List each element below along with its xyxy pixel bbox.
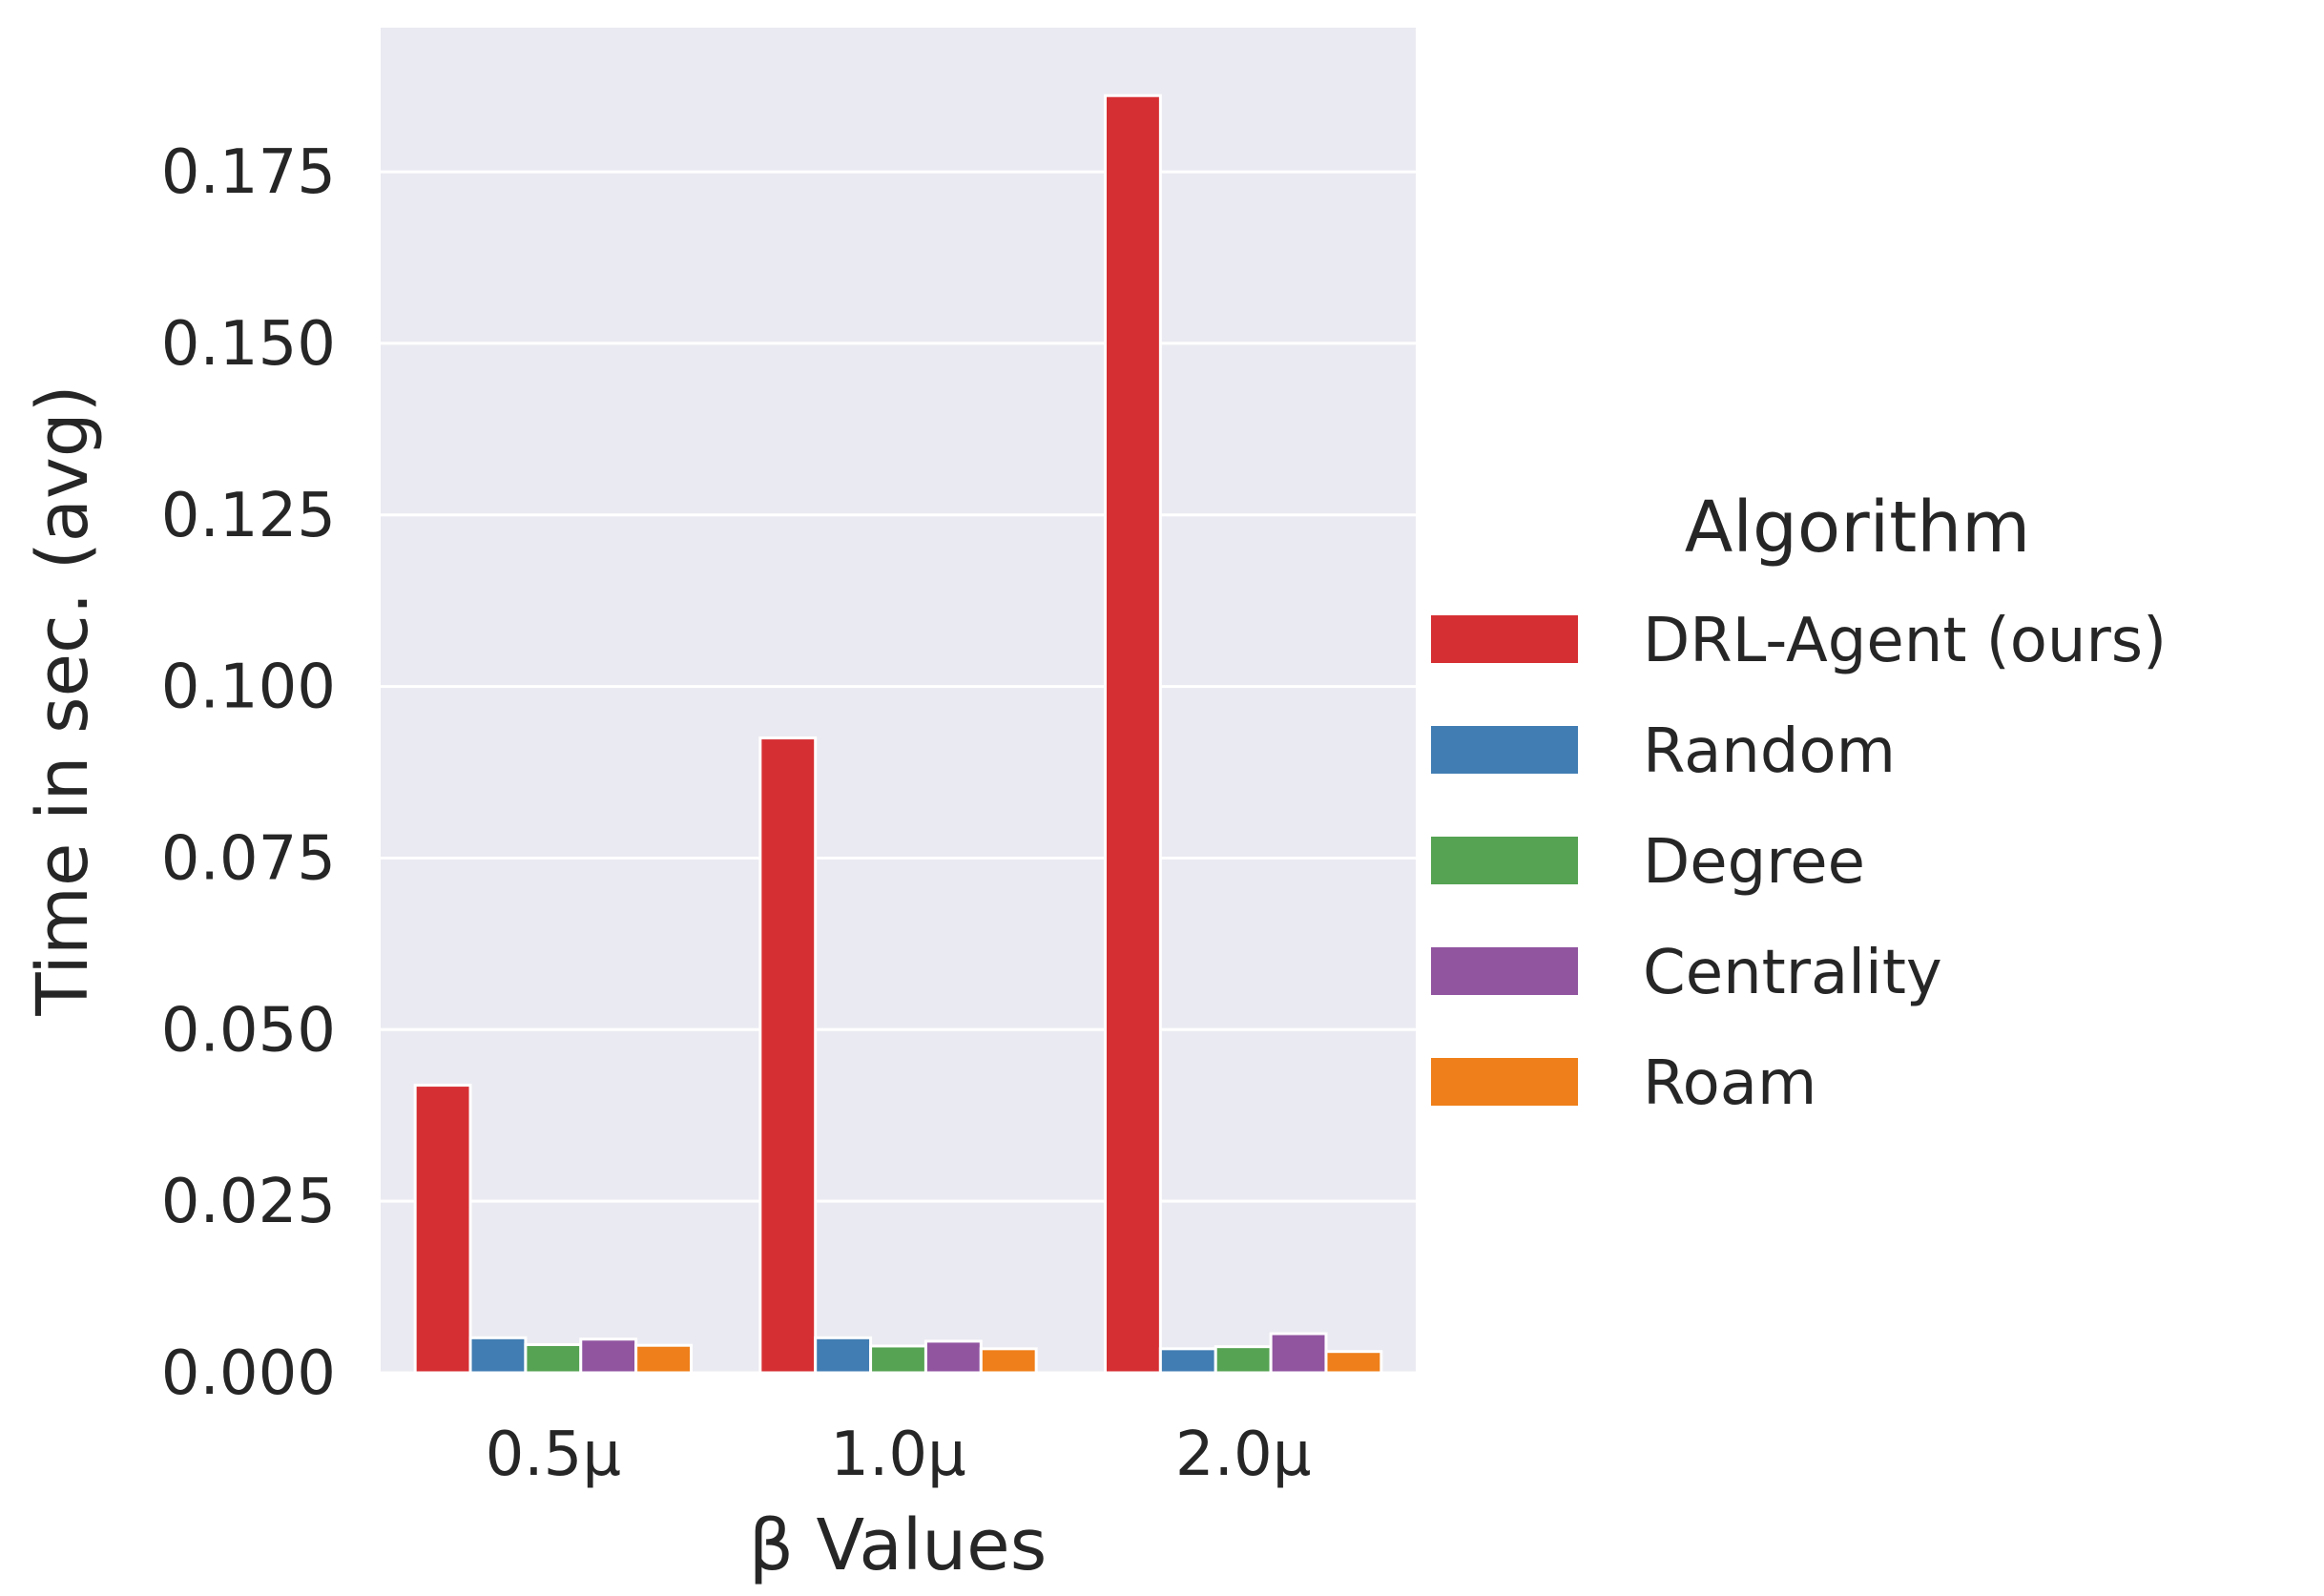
bar [524, 1343, 583, 1375]
y-tick-labels: 0.000 0.025 0.050 0.075 0.100 0.125 0.150 0.175 [161, 137, 336, 1409]
y-tick-label: 0.050 [161, 995, 336, 1066]
legend-title: Algorithm [1685, 487, 2030, 569]
y-axis-title: Time in sec. (avg) [22, 384, 104, 1016]
y-tick-label: 0.000 [161, 1338, 336, 1409]
x-tick-label: 0.5μ [486, 1420, 622, 1490]
grid-lines [381, 170, 1416, 1375]
bar [979, 1347, 1038, 1375]
bars [413, 93, 1383, 1375]
legend-label: Centrality [1643, 938, 1942, 1008]
y-tick-label: 0.075 [161, 823, 336, 894]
x-tick-label: 1.0μ [830, 1420, 966, 1490]
bar [1269, 1332, 1328, 1375]
bar [758, 736, 818, 1375]
legend-label: Degree [1643, 827, 1865, 898]
bar [1214, 1345, 1273, 1375]
bar [869, 1344, 927, 1375]
legend-swatch [1431, 837, 1578, 884]
y-tick-label: 0.100 [161, 653, 336, 723]
x-tick-labels: 0.5μ 1.0μ 2.0μ [486, 1420, 1312, 1490]
legend-label: Random [1643, 716, 1896, 787]
legend-label: DRL-Agent (ours) [1643, 606, 2167, 676]
legend-label: Roam [1643, 1048, 1816, 1119]
plot-area [381, 28, 1416, 1373]
bar [1104, 93, 1162, 1375]
legend-swatch [1431, 947, 1578, 995]
y-tick-label: 0.125 [161, 481, 336, 551]
legend-swatch [1431, 615, 1578, 663]
y-tick-label: 0.025 [161, 1167, 336, 1237]
x-tick-label: 2.0μ [1175, 1420, 1312, 1490]
legend-swatch [1431, 1058, 1578, 1106]
y-tick-label: 0.175 [161, 137, 336, 208]
bar [923, 1339, 983, 1375]
bar [634, 1343, 694, 1375]
bar [1324, 1350, 1383, 1375]
bar [413, 1084, 472, 1375]
y-tick-label: 0.150 [161, 309, 336, 380]
x-axis-title: β Values [749, 1504, 1048, 1586]
legend-swatch [1431, 726, 1578, 774]
legend: Algorithm DRL-Agent (ours) Random Degree Ce… [1431, 487, 2167, 1119]
bar [579, 1337, 638, 1375]
bar [1158, 1347, 1217, 1375]
bar [814, 1336, 873, 1375]
bar [468, 1336, 528, 1375]
